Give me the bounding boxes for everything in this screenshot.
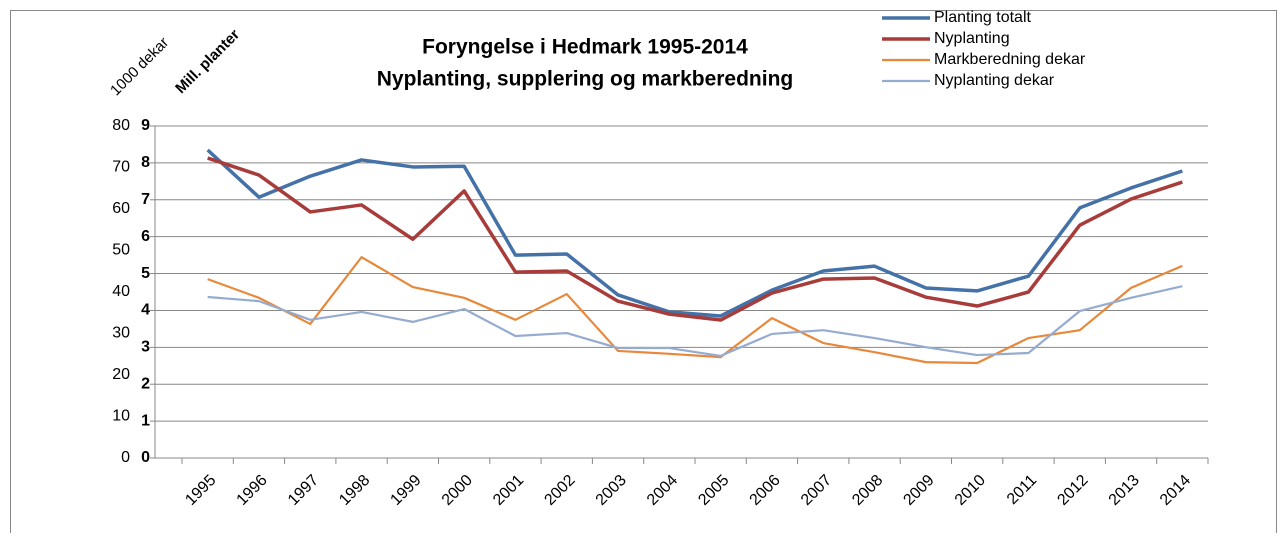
x-tick-label: 1996 [234,472,271,509]
x-tick-label: 2003 [593,472,630,509]
y2-tick-label: 0 [141,449,150,466]
y-tick-label: 20 [112,366,130,383]
x-tick-label: 2010 [952,472,989,509]
frame [10,10,1277,538]
x-tick-label: 2009 [900,472,937,509]
x-tick-label: 2007 [798,472,835,509]
x-tick-label: 1995 [182,472,219,509]
x-tick-label: 2008 [849,472,886,509]
line-series [207,156,1183,322]
y2-tick-label: 3 [141,339,150,356]
y-tick-label: 10 [112,408,130,425]
x-tick-label: 2014 [1157,472,1194,509]
line-series [207,285,1183,358]
legend-label: Nyplanting dekar [934,72,1055,89]
y2-axis-title: Mill. planter [172,26,243,97]
x-tick-label: 2011 [1004,472,1040,508]
x-tick-label: 2006 [747,472,784,509]
y2-tick-label: 1 [141,412,150,429]
line-series [207,256,1183,365]
chart-subtitle: Nyplanting, supplering og markberedning [377,68,794,91]
y-tick-label: 80 [112,117,130,134]
y2-tick-label: 4 [141,302,150,319]
legend-label: Nyplanting [934,30,1010,47]
y2-tick-label: 6 [141,228,150,245]
x-tick-label: 2002 [541,472,578,509]
y2-tick-label: 8 [141,154,150,171]
y-tick-label: 60 [112,200,130,217]
x-tick-label: 1999 [387,472,424,509]
x-tick-label: 1998 [336,472,373,509]
x-tick-label: 2005 [695,472,732,509]
x-tick-label: 2001 [490,472,527,509]
y-axis-title: 1000 dekar [107,34,172,99]
y-tick-label: 0 [121,449,130,466]
y2-tick-label: 5 [141,265,150,282]
y-tick-label: 70 [112,159,130,176]
y-tick-label: 40 [112,283,130,300]
x-tick-label: 1997 [285,472,322,509]
y-tick-label: 30 [112,325,130,342]
x-tick-label: 2012 [1054,472,1091,509]
legend-label: Planting totalt [934,9,1032,26]
y2-tick-label: 7 [141,191,150,208]
x-tick-label: 2004 [644,472,681,509]
line-series [206,148,1183,318]
y-tick-label: 50 [112,242,130,259]
y2-tick-label: 2 [141,375,150,392]
x-tick-label: 2000 [439,472,476,509]
y2-tick-label: 9 [141,117,150,134]
chart-title: Foryngelse i Hedmark 1995-2014 [422,36,748,59]
x-tick-label: 2013 [1106,472,1143,509]
legend-label: Markberedning dekar [934,51,1086,68]
